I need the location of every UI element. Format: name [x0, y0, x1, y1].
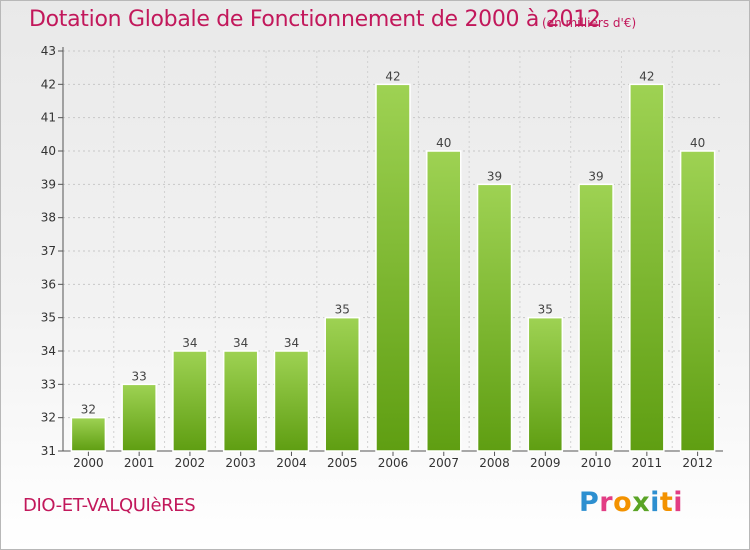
bar-2011: [629, 83, 665, 452]
proxiti-logo[interactable]: Proxiti: [579, 487, 683, 518]
bar-2005: [324, 316, 360, 452]
y-tick-label: 34: [41, 344, 56, 358]
x-tick-label: 2010: [581, 456, 612, 470]
y-tick-label: 42: [41, 77, 56, 91]
y-tick-label: 38: [41, 211, 56, 225]
chart-title: Dotation Globale de Fonctionnement de 20…: [29, 7, 601, 32]
x-tick-label: 2007: [428, 456, 459, 470]
bar-2001: [121, 383, 157, 452]
y-tick-label: 40: [41, 144, 56, 158]
bar-2003: [222, 350, 259, 452]
bar-2002: [172, 350, 208, 452]
x-tick-label: 2011: [632, 456, 663, 470]
bar-2008: [476, 183, 513, 452]
data-label-2011: 42: [639, 69, 654, 83]
y-tick-label: 43: [41, 44, 56, 58]
data-label-2003: 34: [233, 336, 248, 350]
data-label-2002: 34: [182, 336, 197, 350]
data-label-2004: 34: [284, 336, 299, 350]
bar-2007: [426, 150, 462, 452]
bars: [70, 83, 716, 452]
bar-2009: [527, 316, 564, 452]
x-tick-label: 2008: [479, 456, 510, 470]
logo-letter: r: [599, 487, 614, 518]
data-label-2001: 33: [132, 369, 147, 383]
logo-letter: P: [579, 487, 600, 518]
data-label-2010: 39: [588, 169, 603, 183]
bar-2006: [375, 83, 411, 452]
x-tick-label: 2000: [73, 456, 104, 470]
data-label-2009: 35: [538, 303, 553, 317]
x-tick-label: 2003: [225, 456, 256, 470]
chart-subtitle: (en milliers d'€): [542, 16, 637, 30]
logo-letter: x: [632, 487, 651, 518]
x-tick-label: 2012: [682, 456, 713, 470]
bar-2012: [679, 150, 716, 452]
y-tick-label: 36: [41, 277, 56, 291]
x-tick-label: 2005: [327, 456, 358, 470]
data-label-2005: 35: [335, 303, 350, 317]
data-label-2008: 39: [487, 169, 502, 183]
x-tick-label: 2001: [124, 456, 155, 470]
data-label-2000: 32: [81, 403, 96, 417]
logo-letter: i: [650, 487, 660, 518]
y-tick-label: 32: [41, 411, 56, 425]
y-tick-label: 35: [41, 311, 56, 325]
y-tick-label: 33: [41, 377, 56, 391]
data-label-2012: 40: [690, 136, 705, 150]
data-labels: 32 33 34 34 34 35 42 40 39 35 39 42 40: [81, 69, 706, 416]
logo-letter: t: [659, 487, 674, 518]
x-tick-label: 2004: [276, 456, 307, 470]
data-label-2007: 40: [436, 136, 451, 150]
y-tick-label: 39: [41, 177, 56, 191]
bar-2010: [578, 183, 614, 452]
x-tick-label: 2002: [175, 456, 206, 470]
bar-2000: [70, 416, 107, 452]
y-tick-label: 41: [41, 111, 56, 125]
x-tick-label: 2009: [530, 456, 561, 470]
y-tick-label: 31: [41, 444, 56, 458]
data-label-2006: 42: [385, 69, 400, 83]
y-tick-label: 37: [41, 244, 56, 258]
logo-letter: i: [673, 487, 684, 518]
logo-letter: o: [613, 487, 633, 518]
x-tick-label: 2006: [378, 456, 409, 470]
commune-name: DIO-ET-VALQUIèRES: [23, 495, 196, 516]
bar-2004: [273, 350, 310, 452]
